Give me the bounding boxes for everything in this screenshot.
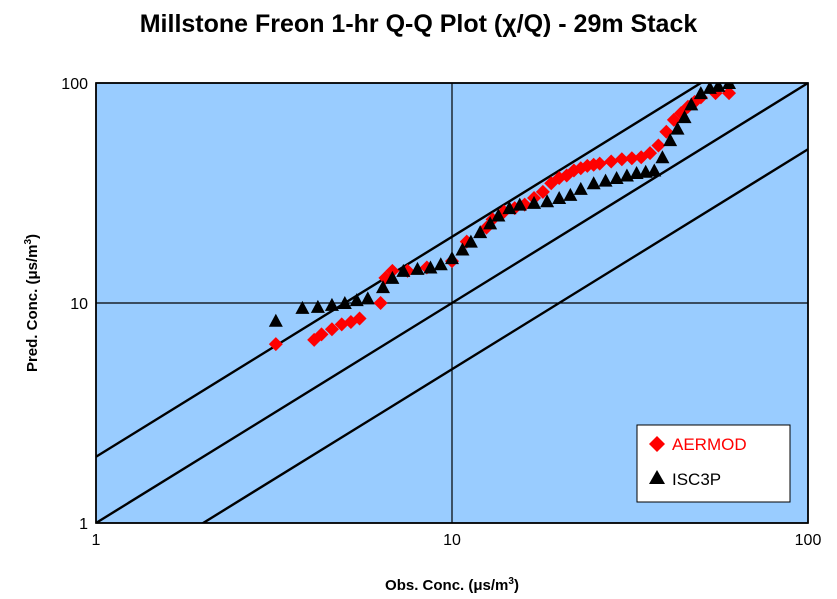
isc3p-point bbox=[609, 170, 624, 184]
aermod-point bbox=[643, 146, 658, 161]
series-layer bbox=[268, 83, 737, 352]
isc3p-point bbox=[540, 194, 555, 208]
aermod-point bbox=[352, 311, 367, 326]
isc3p-point bbox=[268, 313, 283, 327]
plot-frame bbox=[95, 82, 809, 524]
aermod-point bbox=[624, 151, 639, 166]
isc3p-point bbox=[722, 83, 737, 89]
y-tick-label: 1 bbox=[79, 516, 88, 533]
isc3p-point bbox=[655, 150, 670, 164]
isc3p-point bbox=[324, 297, 339, 311]
isc3p-point bbox=[563, 187, 578, 201]
isc3p-point bbox=[491, 208, 506, 222]
isc3p-point bbox=[647, 163, 662, 177]
isc3p-point bbox=[310, 299, 325, 313]
aermod-point bbox=[614, 152, 629, 167]
reference-lines bbox=[96, 83, 808, 523]
legend: AERMOD ISC3P bbox=[636, 424, 791, 503]
isc3p-point bbox=[573, 181, 588, 195]
legend-marker-isc3p bbox=[649, 470, 665, 484]
isc3p-point bbox=[455, 242, 470, 256]
reference-line bbox=[96, 83, 704, 458]
chart-title: Millstone Freon 1-hr Q-Q Plot (χ/Q) - 29… bbox=[139, 10, 698, 38]
isc3p-point bbox=[670, 121, 685, 135]
aermod-point bbox=[324, 322, 339, 337]
isc3p-point bbox=[663, 133, 678, 147]
reference-line bbox=[96, 83, 808, 523]
x-tick-label: 100 bbox=[795, 532, 822, 549]
x-tick-label: 1 bbox=[92, 532, 101, 549]
legend-label-aermod: AERMOD bbox=[672, 435, 747, 454]
isc3p-point bbox=[502, 201, 517, 215]
aermod-point bbox=[535, 184, 550, 199]
aermod-point bbox=[385, 263, 400, 278]
aermod-point bbox=[722, 86, 737, 101]
isc3p-point bbox=[677, 110, 692, 124]
reference-line bbox=[200, 148, 808, 523]
legend-label-isc3p: ISC3P bbox=[672, 470, 721, 489]
isc3p-point bbox=[463, 234, 478, 248]
aermod-point bbox=[268, 337, 283, 352]
isc3p-point bbox=[396, 263, 411, 277]
isc3p-point bbox=[349, 293, 364, 307]
isc3p-point bbox=[552, 191, 567, 205]
y-tick-label: 10 bbox=[70, 296, 88, 313]
isc3p-point bbox=[586, 176, 601, 190]
aermod-point bbox=[604, 154, 619, 169]
isc3p-point bbox=[684, 97, 699, 111]
isc3p-point bbox=[433, 257, 448, 271]
legend-box bbox=[636, 424, 791, 503]
isc3p-point bbox=[512, 197, 527, 211]
isc3p-point bbox=[360, 291, 375, 305]
isc3p-point bbox=[711, 83, 726, 92]
isc3p-point bbox=[527, 195, 542, 209]
isc3p-point bbox=[410, 261, 425, 275]
tick-labels: 1 10 100 1 10 100 bbox=[61, 76, 821, 549]
isc3p-point bbox=[376, 280, 391, 294]
legend-marker-aermod bbox=[649, 436, 665, 452]
isc3p-point bbox=[385, 270, 400, 284]
y-tick-label: 100 bbox=[61, 76, 88, 93]
aermod-point bbox=[651, 138, 666, 153]
x-tick-label: 10 bbox=[443, 532, 461, 549]
isc3p-point bbox=[445, 251, 459, 265]
isc3p-point bbox=[295, 300, 310, 314]
isc3p-point bbox=[483, 216, 498, 230]
isc3p-point bbox=[598, 173, 613, 187]
isc3p-point bbox=[473, 225, 488, 239]
isc3p-point bbox=[693, 86, 708, 100]
aermod-point bbox=[592, 156, 607, 171]
aermod-point bbox=[314, 327, 329, 342]
isc3p-point bbox=[337, 296, 352, 309]
x-axis-label: Obs. Conc. (μs/m3) bbox=[385, 576, 519, 594]
y-axis-label: Pred. Conc. (μs/m3) bbox=[23, 234, 41, 372]
aermod-point bbox=[373, 296, 388, 310]
